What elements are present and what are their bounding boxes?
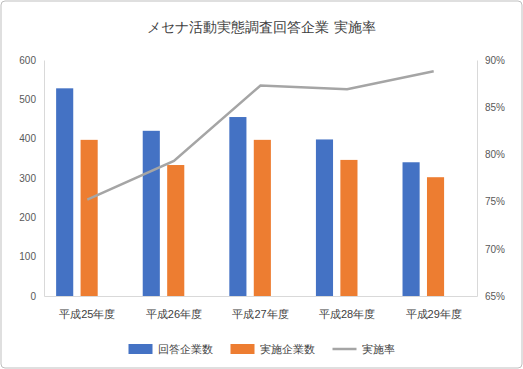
tick-label: 65% <box>485 291 505 302</box>
tick: 100 <box>19 251 44 262</box>
tick: 80% <box>477 149 505 160</box>
tick-label: 平成26年度 <box>146 308 202 320</box>
y-axis-line <box>44 61 45 297</box>
tick-label: 平成27年度 <box>232 308 288 320</box>
bar <box>56 88 73 296</box>
legend-label: 実施率 <box>362 343 395 356</box>
tick: 平成29年度 <box>406 296 462 320</box>
legend-swatch <box>231 344 255 354</box>
legend-item: 実施企業数 <box>231 343 315 356</box>
tick: 平成26年度 <box>146 296 202 320</box>
title: メセナ活動実態調査回答企業 実施率 <box>147 19 375 35</box>
bar <box>254 140 271 296</box>
legend-item: 実施率 <box>333 343 395 356</box>
legend-swatch <box>129 344 153 354</box>
legend-label: 回答企業数 <box>158 343 213 356</box>
x-axis: 平成25年度 平成26年度 平成27年度 平成28年度 平成29年度 <box>45 296 478 320</box>
tick: 平成28年度 <box>319 296 375 320</box>
x-axis-line <box>45 296 478 297</box>
marks <box>56 71 444 296</box>
tick-label: 平成29年度 <box>406 308 462 320</box>
bar <box>316 139 333 296</box>
tick-label: 200 <box>19 212 36 223</box>
bar <box>340 160 357 296</box>
legend-swatch <box>333 348 357 351</box>
plot: 0 100 200 300 400 500 600 65% 70% 75% 80% 85% 90% 平成2… <box>19 55 505 320</box>
tick-label: 85% <box>485 102 505 113</box>
bar <box>167 165 184 296</box>
y2-axis-line <box>477 61 478 297</box>
bar-series <box>56 88 420 296</box>
tick: 平成27年度 <box>232 296 288 320</box>
legend: 回答企業数 実施企業数 実施率 <box>129 343 395 356</box>
tick: 平成25年度 <box>59 296 115 320</box>
tick: 65% <box>477 291 505 302</box>
tick-label: 80% <box>485 149 505 160</box>
tick: 85% <box>477 102 505 113</box>
tick-label: 75% <box>485 196 505 207</box>
tick-label: 平成28年度 <box>319 308 375 320</box>
tick: 500 <box>19 94 44 105</box>
tick: 200 <box>19 212 44 223</box>
legend-label: 実施企業数 <box>260 343 315 356</box>
tick-label: 400 <box>19 133 36 144</box>
tick-label: 0 <box>30 291 36 302</box>
tick: 75% <box>477 196 505 207</box>
bar <box>143 131 160 296</box>
y2-axis: 65% 70% 75% 80% 85% 90% <box>477 55 505 302</box>
tick-label: 平成25年度 <box>59 308 115 320</box>
legend-item: 回答企業数 <box>129 343 213 356</box>
tick: 90% <box>477 55 505 66</box>
bar <box>427 177 444 296</box>
tick-label: 70% <box>485 244 505 255</box>
tick: 70% <box>477 244 505 255</box>
tick-label: 300 <box>19 173 36 184</box>
tick-label: 600 <box>19 55 36 66</box>
tick-label: 500 <box>19 94 36 105</box>
bar <box>81 140 98 296</box>
tick: 0 <box>30 291 44 302</box>
tick-label: 90% <box>485 55 505 66</box>
bar <box>403 162 420 296</box>
tick: 600 <box>19 55 44 66</box>
tick: 300 <box>19 173 44 184</box>
chart: メセナ活動実態調査回答企業 実施率 0 100 200 300 400 500 600 65% 7… <box>0 0 523 369</box>
line <box>87 71 433 199</box>
tick-label: 100 <box>19 251 36 262</box>
y-axis: 0 100 200 300 400 500 600 <box>19 55 44 302</box>
chart-frame <box>1 1 522 368</box>
bar <box>229 117 246 296</box>
bar-series <box>81 140 445 296</box>
tick: 400 <box>19 133 44 144</box>
